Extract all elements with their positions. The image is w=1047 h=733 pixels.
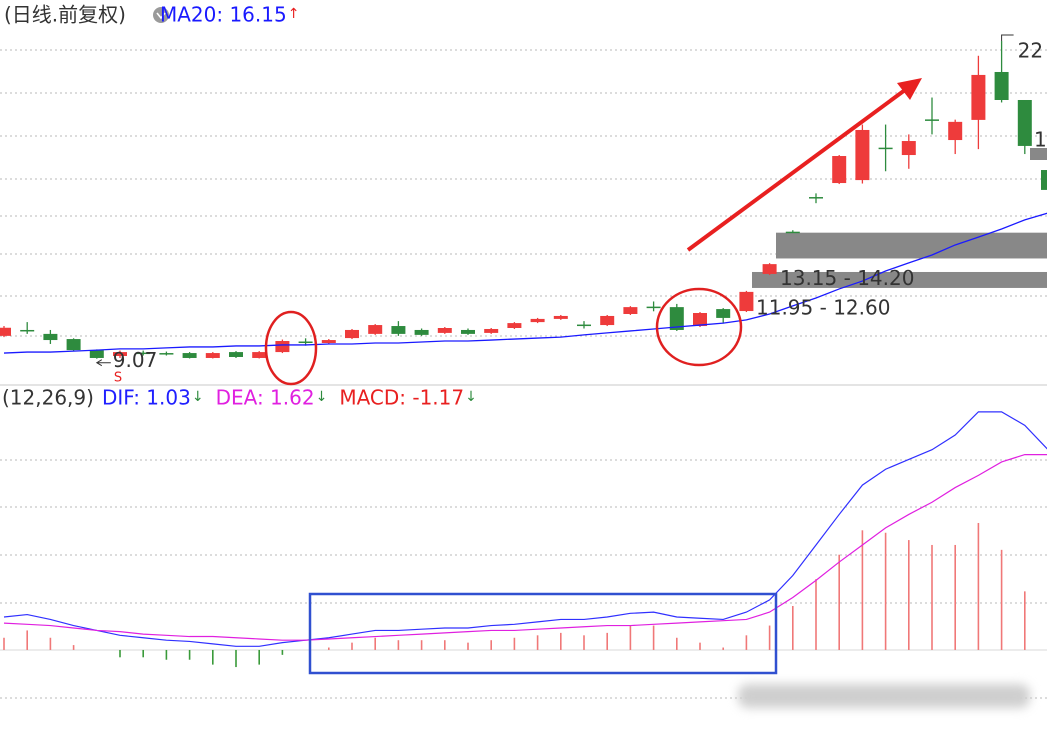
candle-body	[507, 323, 522, 328]
candle-body	[762, 264, 777, 274]
legend-label: DIF: 1.03	[102, 386, 191, 410]
pane-title: (日线.前复权)	[4, 3, 126, 27]
candle-body	[785, 231, 800, 234]
legend-label: MACD: -1.17	[339, 386, 464, 410]
zone-bar	[1030, 148, 1047, 160]
candle-body	[275, 341, 290, 353]
zone-label: 11.95 - 12.60	[756, 295, 890, 319]
trend-arrow	[686, 88, 907, 252]
candle-body	[461, 329, 475, 334]
candle-body	[948, 121, 963, 141]
candle-body	[739, 291, 754, 312]
candle-body	[809, 197, 823, 199]
candle-body	[182, 353, 197, 358]
candle-body	[0, 327, 11, 336]
candle-body	[252, 352, 267, 358]
legend: (日线.前复权) MA20: 16.15 ↑(12,26,9) DIF: 1.03 ↓ D…	[2, 3, 477, 410]
highlight-circle	[655, 287, 743, 367]
dropdown-icon[interactable]	[153, 7, 169, 23]
highlight-box	[308, 592, 778, 675]
candle-body	[437, 327, 452, 333]
pane-title: (12,26,9)	[2, 386, 94, 410]
candle-body	[484, 328, 499, 333]
legend-label: DEA: 1.62	[216, 386, 315, 410]
candle-body	[994, 71, 1009, 100]
zone-label: 13.15 - 14.20	[780, 266, 914, 290]
candle-body	[1041, 170, 1047, 190]
zone-bar	[752, 271, 1047, 288]
legend-trend: ↑	[288, 6, 300, 22]
candle-body	[901, 141, 916, 156]
candle-body	[669, 307, 684, 330]
low-arrow	[95, 359, 111, 367]
legend-label: MA20: 16.15	[160, 3, 287, 27]
candle-body	[577, 324, 591, 327]
low-label: 9.07	[113, 348, 158, 372]
macd-line	[3, 454, 1047, 641]
zone-bar	[776, 232, 1047, 259]
annotations: 1 S	[114, 7, 1047, 708]
watermark	[738, 684, 1030, 708]
candle-body	[229, 352, 243, 357]
ma-line	[3, 212, 1047, 354]
candle-body	[832, 156, 847, 184]
candle-body	[391, 326, 406, 334]
candle-body	[136, 352, 151, 355]
plot: 13.15 - 14.20 11.95 - 12.60 9.07 22	[0, 34, 1047, 668]
candle-body	[855, 129, 870, 181]
candle-body	[693, 313, 707, 327]
candle-body	[414, 329, 429, 335]
arrow-head	[897, 78, 922, 100]
candle-body	[646, 306, 661, 309]
candle-body	[43, 333, 58, 341]
candle-body	[1017, 99, 1032, 146]
candle-body	[345, 329, 359, 339]
candle-body	[20, 329, 35, 332]
signal-marker: S	[114, 371, 122, 386]
candle-body	[530, 318, 545, 323]
candle-body	[600, 315, 615, 326]
candle-body	[716, 309, 731, 318]
dropdown-chevron	[156, 12, 166, 20]
candle-body	[971, 74, 986, 120]
legend-trend: ↓	[465, 389, 477, 405]
candle-body	[89, 350, 104, 358]
candle-body	[205, 353, 220, 358]
high-label: 22	[1018, 39, 1043, 63]
highlight-circle	[264, 310, 318, 386]
candle-body	[553, 315, 568, 319]
candle-body	[321, 340, 336, 343]
candle-body	[113, 352, 127, 357]
candle-body	[66, 339, 81, 351]
legend-trend: ↓	[316, 389, 328, 405]
macd-line	[3, 411, 1047, 647]
legend-trend: ↓	[192, 389, 204, 405]
high-arrow	[1001, 34, 1014, 42]
candle-body	[623, 307, 638, 314]
candle-body	[298, 341, 313, 344]
candle-body	[368, 325, 383, 334]
candle-body	[925, 119, 939, 121]
candle-body	[878, 147, 893, 150]
candle-body	[159, 353, 174, 355]
grid	[0, 49, 1047, 699]
edge-label: 1	[1034, 128, 1047, 152]
